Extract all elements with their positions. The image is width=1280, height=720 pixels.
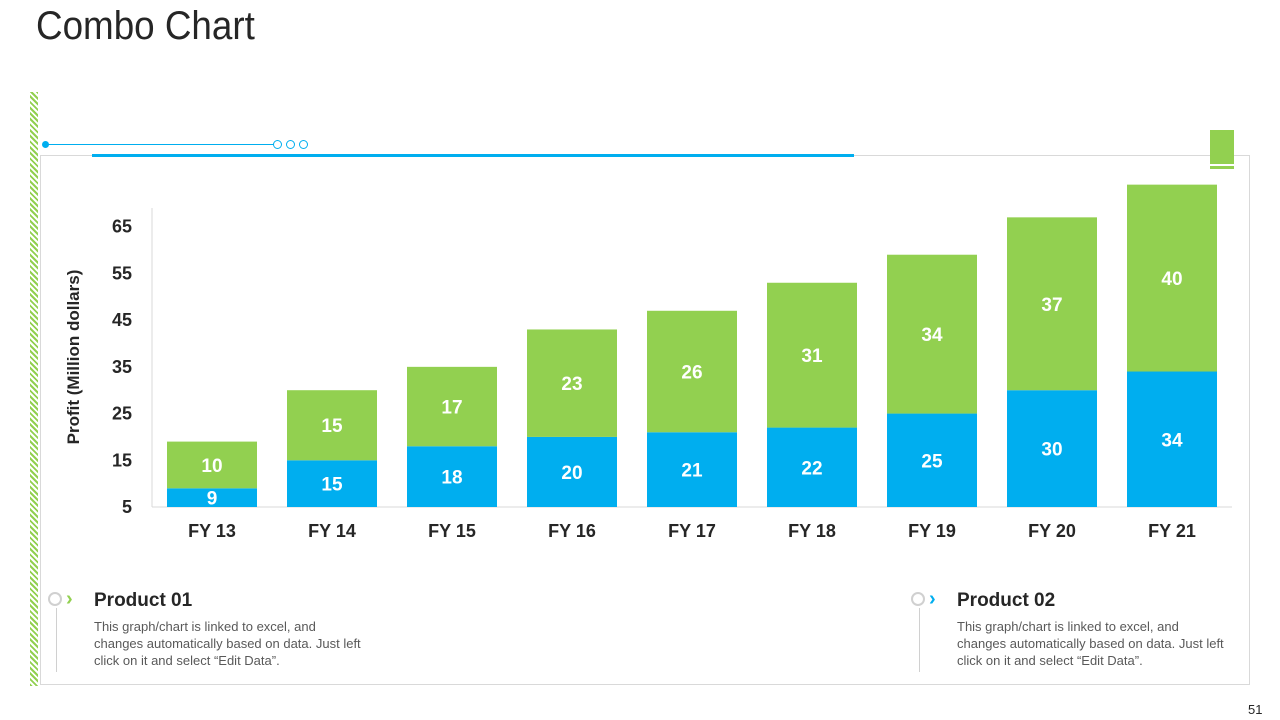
y-tick-label: 35 <box>112 357 132 377</box>
y-tick-label: 25 <box>112 404 132 424</box>
y-tick-label: 55 <box>112 263 132 283</box>
data-label-product-02: 34 <box>1161 430 1183 451</box>
data-label-product-02: 22 <box>801 458 822 479</box>
bar-product-01 <box>407 366 497 447</box>
data-label-product-02: 21 <box>681 461 703 482</box>
data-label-product-01: 26 <box>681 363 702 384</box>
x-tick-label: FY 14 <box>308 521 356 541</box>
bar-product-02 <box>167 488 257 507</box>
legend-description: This graph/chart is linked to excel, and… <box>957 619 1224 668</box>
bar-product-01 <box>167 441 257 489</box>
x-tick-label: FY 21 <box>1148 521 1196 541</box>
bar-product-02 <box>527 436 617 507</box>
page-number: 51 <box>1248 702 1263 717</box>
page-title: Combo Chart <box>36 4 255 48</box>
x-tick-label: FY 16 <box>548 521 596 541</box>
data-label-product-01: 34 <box>921 325 943 346</box>
legend-divider <box>56 608 57 672</box>
data-label-product-01: 10 <box>201 456 222 477</box>
decorative-dot <box>42 141 49 148</box>
x-tick-label: FY 17 <box>668 521 716 541</box>
x-tick-label: FY 15 <box>428 521 476 541</box>
data-label-product-02: 25 <box>921 451 943 472</box>
data-label-product-01: 37 <box>1041 295 1062 316</box>
data-label-product-02: 9 <box>207 489 218 510</box>
data-label-product-01: 40 <box>1161 269 1182 290</box>
decorative-corner-block <box>1210 130 1234 164</box>
y-tick-label: 5 <box>122 497 132 517</box>
bar-product-02 <box>767 427 857 507</box>
data-label-product-02: 20 <box>561 463 582 484</box>
bar-product-02 <box>1007 390 1097 507</box>
bar-product-01 <box>647 310 737 433</box>
legend-divider <box>919 608 920 672</box>
decorative-hatch-bar <box>30 92 38 686</box>
bar-product-01 <box>1127 184 1217 372</box>
bar-product-01 <box>527 329 617 437</box>
legend-title: Product 02 <box>957 590 1056 611</box>
bar-product-02 <box>887 413 977 507</box>
data-label-product-01: 15 <box>321 416 343 437</box>
bar-product-01 <box>767 282 857 428</box>
decorative-ring <box>273 140 282 149</box>
decorative-thin-rule <box>46 144 276 145</box>
bar-product-02 <box>647 432 737 507</box>
legend-title: Product 01 <box>94 590 193 611</box>
bar-product-02 <box>407 446 497 507</box>
decorative-ring <box>286 140 295 149</box>
circle-icon <box>911 592 925 606</box>
x-tick-label: FY 20 <box>1028 521 1076 541</box>
x-tick-label: FY 18 <box>788 521 836 541</box>
chevron-right-icon: › <box>929 588 936 610</box>
legend-description: This graph/chart is linked to excel, and… <box>94 619 361 668</box>
x-tick-label: FY 19 <box>908 521 956 541</box>
bar-product-02 <box>287 460 377 507</box>
data-label-product-02: 30 <box>1041 440 1062 461</box>
bar-product-01 <box>887 254 977 414</box>
y-tick-label: 45 <box>112 310 132 330</box>
decorative-ring <box>299 140 308 149</box>
bar-product-01 <box>287 390 377 461</box>
data-label-product-02: 15 <box>321 475 343 496</box>
circle-icon <box>48 592 62 606</box>
x-tick-label: FY 13 <box>188 521 236 541</box>
data-label-product-01: 17 <box>441 398 462 419</box>
data-label-product-01: 23 <box>561 374 582 395</box>
data-label-product-01: 31 <box>801 346 823 367</box>
chevron-right-icon: › <box>66 588 73 610</box>
y-tick-label: 15 <box>112 450 132 470</box>
data-label-product-02: 18 <box>441 468 462 489</box>
y-axis-title: Profit (Million dollars) <box>64 269 83 445</box>
decorative-top-rule <box>92 154 854 157</box>
bar-product-02 <box>1127 371 1217 507</box>
decorative-corner-line <box>1210 166 1234 169</box>
bar-product-01 <box>1007 217 1097 391</box>
y-tick-label: 65 <box>112 217 132 237</box>
